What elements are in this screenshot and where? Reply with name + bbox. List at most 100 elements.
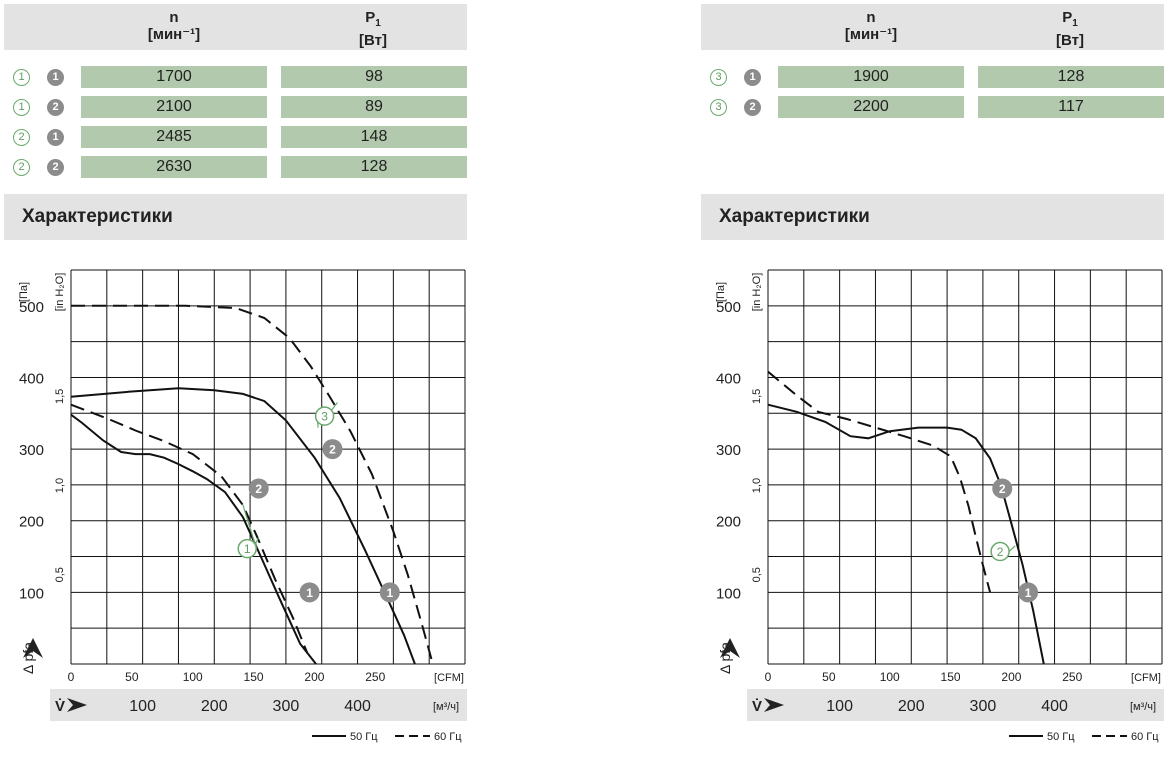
y2-tick-label: 1,5 <box>751 389 763 404</box>
x-tick-label: 300 <box>970 698 997 715</box>
section-header: Характеристики <box>701 194 1164 240</box>
marker-circle <box>379 582 400 603</box>
marker-label: 2 <box>255 482 262 496</box>
y-tick-label: 100 <box>19 585 44 602</box>
curve-marker: 3 <box>314 406 335 426</box>
section-header: Характеристики <box>4 194 467 240</box>
variant-badge: 3 <box>710 99 727 116</box>
point-badge: 1 <box>47 69 64 86</box>
marker-label: 1 <box>306 586 313 600</box>
x-axis-label: V̇ <box>55 698 65 715</box>
y-tick-label: 500 <box>19 299 44 316</box>
x-tick-label: 100 <box>826 698 853 715</box>
x-unit-label: [м³/ч] <box>1130 701 1156 713</box>
series-line <box>70 413 317 665</box>
speed-value: 2100 <box>81 96 267 118</box>
table-row: 3 1 1900 128 <box>697 66 1166 89</box>
leader-line <box>316 422 319 428</box>
y-tick-label: 500 <box>716 299 741 316</box>
marker-leaders <box>242 402 338 545</box>
power-value: 89 <box>281 96 467 118</box>
point-badge: 1 <box>47 129 64 146</box>
col-p-header: P1 [Вт] <box>1010 9 1130 49</box>
col-n-unit: [мин⁻¹] <box>844 26 898 43</box>
marker-label: 2 <box>997 545 1004 559</box>
marker-label: 1 <box>1025 586 1032 600</box>
col-n-header: n [мин⁻¹] <box>811 9 931 43</box>
x2-tick-label: 100 <box>183 670 203 684</box>
y-unit-label: [Па] <box>715 282 727 302</box>
x2-tick-label: 50 <box>822 670 836 684</box>
legend: 50 Гц 60 Гц <box>312 731 462 743</box>
x-unit-label: [м³/ч] <box>433 701 459 713</box>
x2-tick-label: 150 <box>941 670 961 684</box>
table-row: 1 2 2100 89 <box>0 96 470 119</box>
x-tick-label: 400 <box>1041 698 1068 715</box>
marker-label: 3 <box>321 410 328 424</box>
series-line <box>767 370 992 593</box>
left-panel: n [мин⁻¹] P1 [Вт] 1 1 1700 98 1 2 2100 8… <box>0 0 470 757</box>
power-value: 117 <box>978 96 1164 118</box>
y-tick-label: 400 <box>19 370 44 387</box>
point-badge: 2 <box>47 99 64 116</box>
marker-label: 2 <box>329 443 336 457</box>
curve-marker: 1 <box>237 538 257 559</box>
series-line <box>71 304 434 665</box>
col-p-unit: [Вт] <box>359 32 387 49</box>
y2-unit-label: [in H₂O] <box>54 273 66 312</box>
table-row: 1 1 1700 98 <box>0 66 470 89</box>
marker-circle <box>992 478 1013 499</box>
x-tick-label: 300 <box>273 698 300 715</box>
power-value: 98 <box>281 66 467 88</box>
leader-line <box>1008 545 1016 552</box>
x-arrow-icon <box>764 698 784 712</box>
x2-tick-label: 150 <box>244 670 264 684</box>
table-row: 2 1 2485 148 <box>0 126 470 149</box>
x-tick-label: 200 <box>898 698 925 715</box>
y-tick-label: 300 <box>716 442 741 459</box>
x2-unit-label: [CFM] <box>1131 672 1161 684</box>
x-tick-label: 100 <box>129 698 156 715</box>
y2-tick-label: 1,0 <box>54 478 66 493</box>
speed-value: 1700 <box>81 66 267 88</box>
y-arrow-icon <box>23 638 43 658</box>
legend-label: 50 Гц <box>350 731 378 743</box>
table-row: 2 2 2630 128 <box>0 156 470 179</box>
leader-line <box>242 504 256 545</box>
section-title: Характеристики <box>719 206 870 227</box>
legend: 50 Гц 60 Гц <box>1009 731 1159 743</box>
series-line <box>767 403 1045 665</box>
series-line <box>70 387 416 665</box>
marker-circle <box>299 582 320 603</box>
power-value: 128 <box>978 66 1164 88</box>
y-unit-label: [Па] <box>18 282 30 302</box>
curve-marker: 2 <box>990 541 1010 562</box>
x2-tick-label: 250 <box>365 670 385 684</box>
marker-label: 1 <box>386 586 393 600</box>
col-p-unit: [Вт] <box>1056 32 1084 49</box>
marker-circle <box>248 478 269 499</box>
col-p-header: P1 [Вт] <box>313 9 433 49</box>
y2-unit-label: [in H₂O] <box>751 273 763 312</box>
point-badge: 1 <box>744 69 761 86</box>
variant-badge: 3 <box>710 69 727 86</box>
y-tick-label: 100 <box>716 585 741 602</box>
marker-circle <box>237 538 257 559</box>
curve-marker: 1 <box>299 582 320 603</box>
series-line <box>70 403 309 654</box>
col-n-symbol: n <box>866 9 876 26</box>
speed-value: 2630 <box>81 156 267 178</box>
leader-line <box>331 402 338 411</box>
legend-label: 50 Гц <box>1047 731 1075 743</box>
curve-marker: 1 <box>1018 582 1039 603</box>
y2-tick-label: 0,5 <box>751 567 763 582</box>
marker-circle <box>314 406 335 426</box>
right-panel: n [мин⁻¹] P1 [Вт] 3 1 1900 128 3 2 2200 … <box>697 0 1166 757</box>
x2-tick-label: 0 <box>68 670 75 684</box>
x-tick-label: 200 <box>201 698 228 715</box>
y-tick-label: 400 <box>716 370 741 387</box>
variant-badge: 2 <box>13 129 30 146</box>
variant-badge: 1 <box>13 99 30 116</box>
grid-lines <box>70 269 466 665</box>
legend-label: 60 Гц <box>1131 731 1159 743</box>
